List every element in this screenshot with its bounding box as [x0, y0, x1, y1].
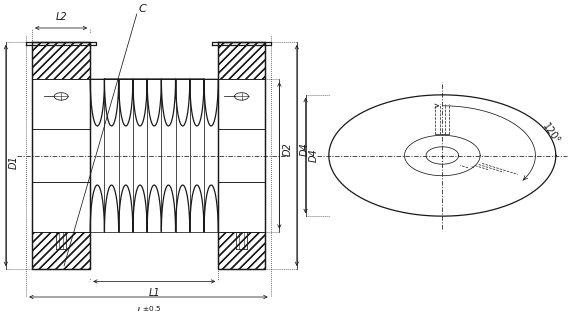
Bar [218, 42, 265, 79]
Bar [218, 42, 265, 79]
Bar [218, 42, 265, 79]
Text: D4: D4 [308, 149, 318, 162]
Bar [32, 42, 90, 79]
Bar [32, 42, 90, 79]
Bar [218, 232, 265, 269]
Text: L1: L1 [148, 288, 160, 298]
Text: L2: L2 [55, 12, 67, 22]
Bar [218, 232, 265, 269]
Bar [32, 232, 90, 269]
Text: 120°: 120° [541, 121, 562, 146]
Bar [218, 232, 265, 269]
Bar [90, 33, 218, 278]
Text: D1: D1 [9, 155, 19, 169]
Bar [32, 42, 90, 79]
Bar [32, 232, 90, 269]
Text: D2: D2 [282, 142, 292, 156]
Text: D4: D4 [300, 142, 310, 156]
Text: C: C [139, 4, 147, 14]
Text: $L^{\pm0{,}5}$: $L^{\pm0{,}5}$ [136, 304, 161, 311]
Bar [32, 232, 90, 269]
